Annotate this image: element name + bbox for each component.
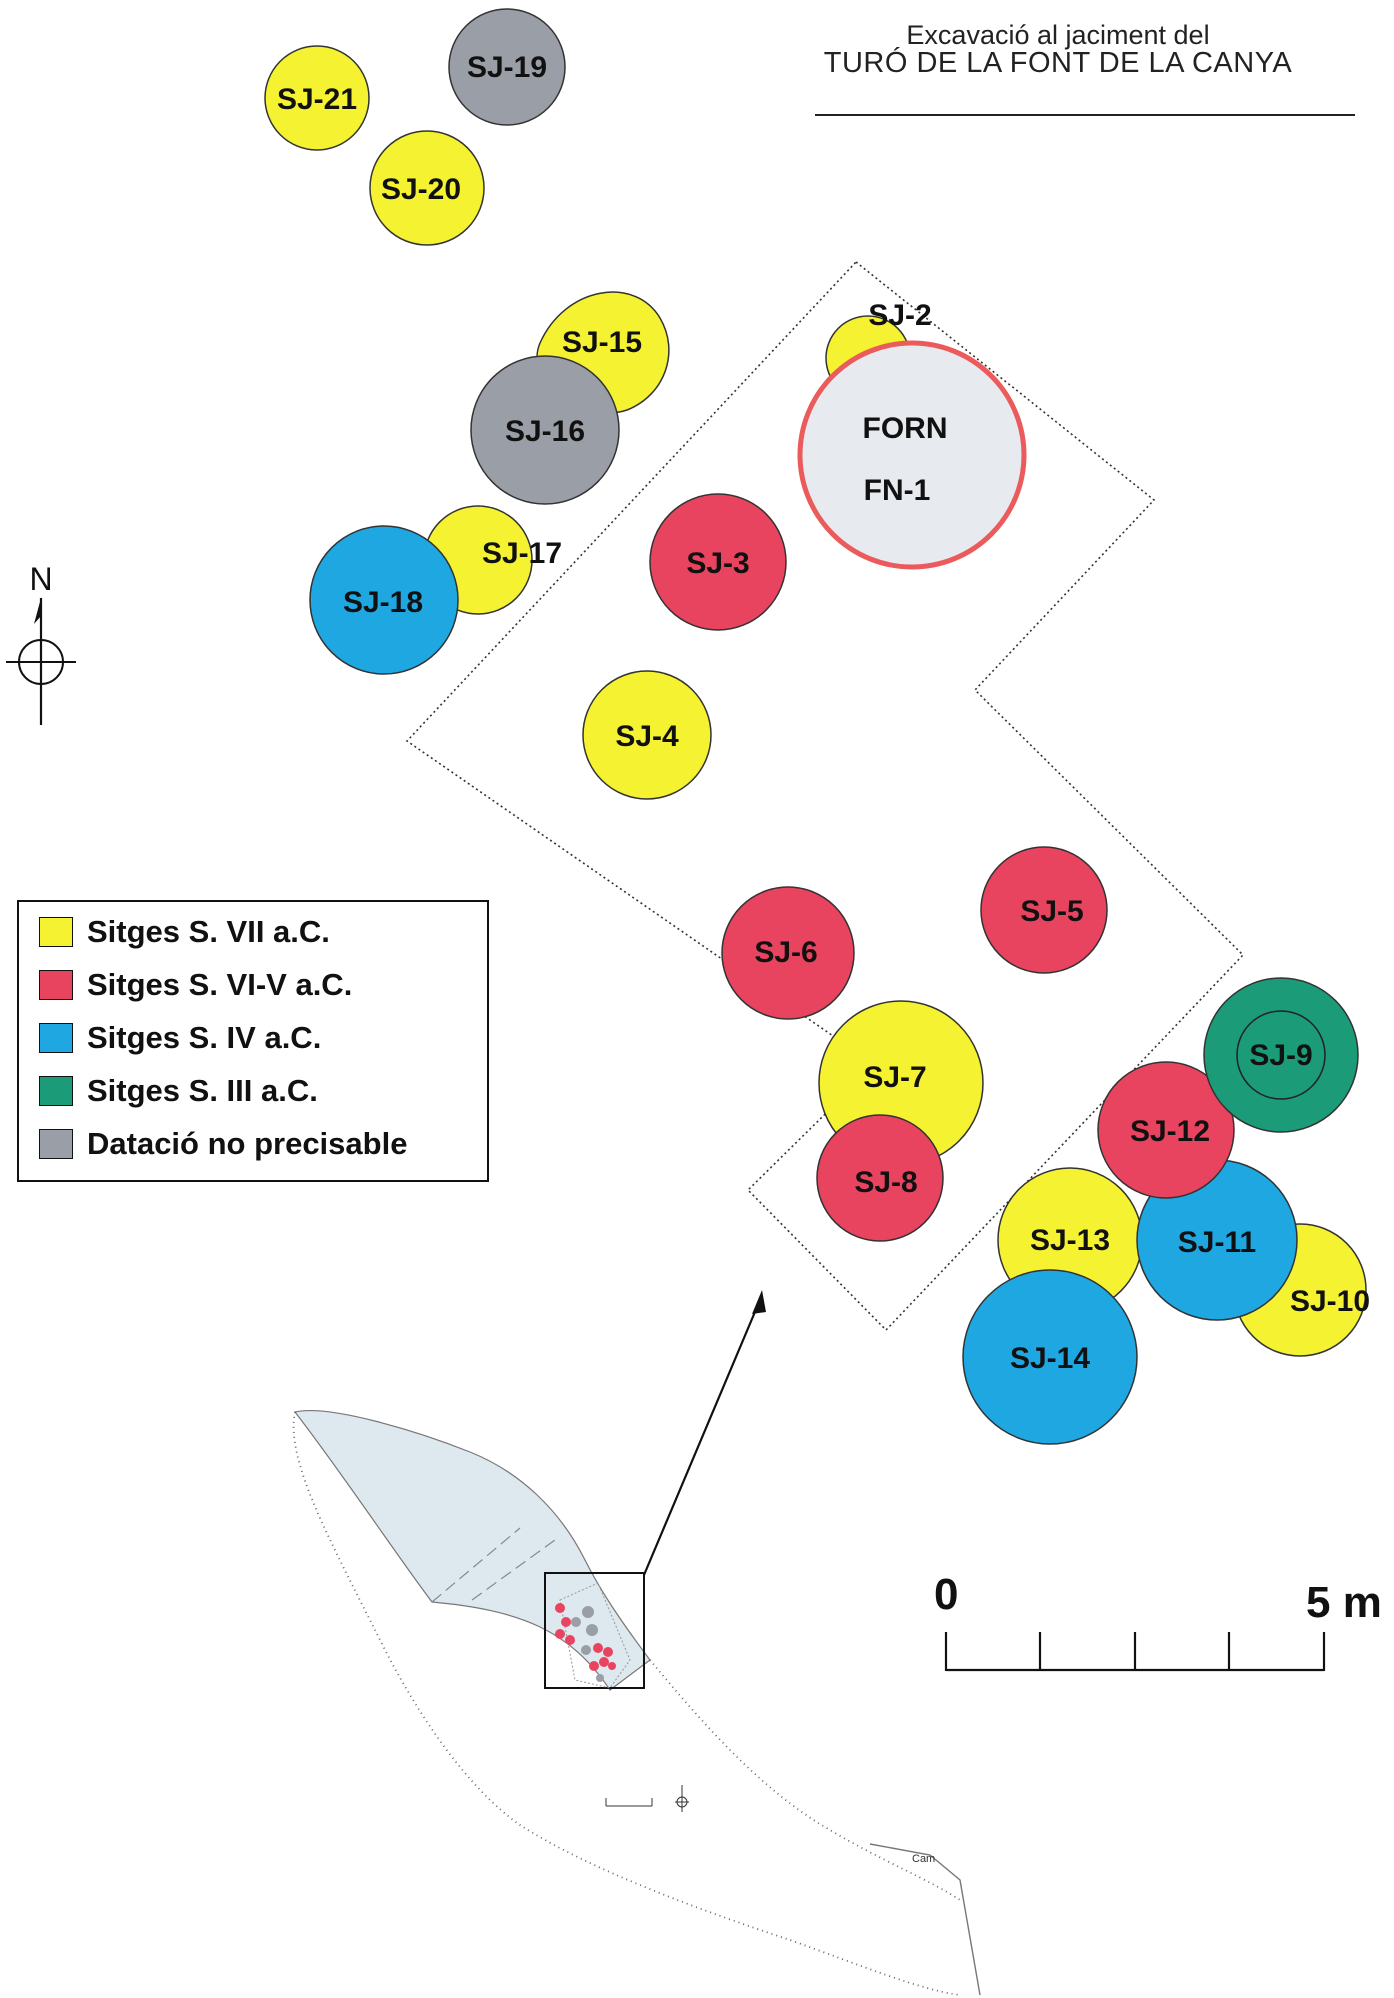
scale-start-label: 0 [934,1570,959,1619]
pit-sj11-label: SJ-11 [1178,1226,1256,1259]
pit-sj11: SJ-11 [1136,1159,1298,1321]
legend-label: Sitges S. VII a.C. [87,914,330,949]
kiln-fn1: FORN FN-1 [797,340,1027,570]
map-title-line1: Excavació al jaciment del [906,20,1210,50]
pit-sj16-label: SJ-16 [505,415,585,448]
scale-bar [944,1632,1326,1672]
pit-sj12: SJ-12 [1097,1061,1235,1199]
legend-label: Datació no precisable [87,1126,408,1161]
map-legend: Sitges S. VII a.C. Sitges S. VI-V a.C. S… [17,900,489,1182]
kiln-label-line2: FN-1 [864,474,931,507]
legend-item-s-vi-v: Sitges S. VI-V a.C. [39,967,352,1003]
legend-item-s-iv: Sitges S. IV a.C. [39,1020,321,1056]
pit-sj6-label: SJ-6 [754,936,817,969]
legend-swatch-grey [39,1129,73,1159]
pit-sj5: SJ-5 [980,846,1108,974]
pit-sj12-label: SJ-12 [1130,1115,1210,1148]
pit-sj3-label: SJ-3 [686,547,749,580]
legend-swatch-blue [39,1023,73,1053]
north-arrow: N [6,561,76,725]
pit-sj7-label: SJ-7 [863,1061,926,1094]
pit-sj19-label: SJ-19 [467,51,547,84]
legend-swatch-yellow [39,917,73,947]
pit-sj8: SJ-8 [816,1114,944,1242]
pit-sj20-label: SJ-20 [381,173,461,206]
pit-sj4-label: SJ-4 [615,720,679,753]
inset-hilltop-area [293,1410,651,1691]
pit-sj19: SJ-19 [448,8,566,126]
legend-item-s-iii: Sitges S. III a.C. [39,1073,318,1109]
legend-item-undated: Datació no precisable [39,1126,407,1162]
pit-sj13-label: SJ-13 [1030,1224,1110,1257]
scale-end-label: 5 m [1306,1578,1382,1627]
excavation-area-outline [405,260,1245,1332]
pit-sj5-label: SJ-5 [1020,895,1083,928]
kiln-label-line1: FORN [863,412,948,445]
inset-hill-edge [292,1411,961,1996]
pit-sj2-label: SJ-2 [868,299,931,332]
map-title-line2: TURÓ DE LA FONT DE LA CANYA [823,47,1293,79]
legend-item-s-vii: Sitges S. VII a.C. [39,914,330,950]
pit-sj18-label: SJ-18 [343,586,423,619]
inset-mini-scale [605,1798,653,1807]
pit-sj16: SJ-16 [470,355,620,505]
map-title: Excavació al jaciment del TURÓ DE LA FON… [778,22,1338,78]
pit-sj6: SJ-6 [721,886,855,1020]
north-label: N [29,561,52,597]
legend-swatch-red [39,970,73,1000]
pit-sj9-label: SJ-9 [1249,1039,1312,1072]
pit-sj10-label: SJ-10 [1290,1285,1370,1318]
pit-sj21: SJ-21 [264,45,370,151]
pit-sj15-label: SJ-15 [562,326,642,359]
legend-label: Sitges S. IV a.C. [87,1020,322,1055]
pit-sj14-label: SJ-14 [1010,1342,1090,1375]
legend-swatch-green [39,1076,73,1106]
inset-site-map: Cam [292,1410,981,1996]
pit-sj4: SJ-4 [582,670,712,800]
inset-detail-box [544,1572,645,1689]
pit-sj21-label: SJ-21 [277,83,357,116]
pit-sj14: SJ-14 [962,1269,1138,1445]
legend-label: Sitges S. VI-V a.C. [87,967,353,1002]
pit-sj3: SJ-3 [649,493,787,631]
pit-sj18: SJ-18 [309,525,459,675]
inset-pointer-arrow [642,1290,766,1576]
pit-sj8-label: SJ-8 [854,1166,917,1199]
pit-sj17-label: SJ-17 [482,537,562,570]
pit-sj20: SJ-20 [369,130,485,246]
inset-north-arrow [675,1785,689,1812]
legend-label: Sitges S. III a.C. [87,1073,318,1108]
inset-road-label: Cam [912,1853,935,1865]
title-underline [815,114,1355,116]
pit-sj9: SJ-9 [1203,977,1359,1133]
